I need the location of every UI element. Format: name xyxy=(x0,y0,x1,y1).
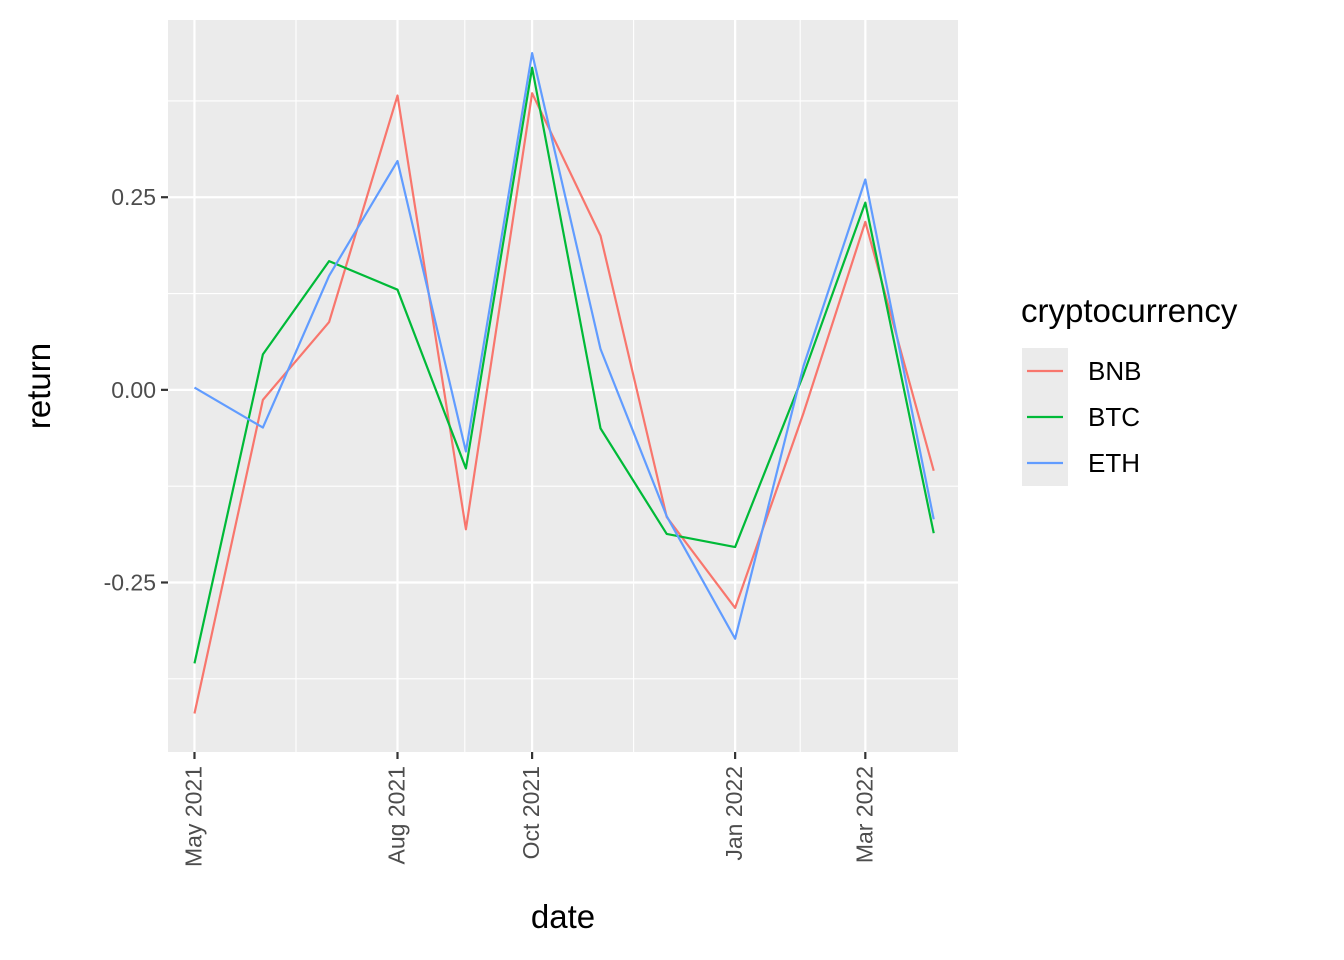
y-tick-label: 0.25 xyxy=(111,184,156,210)
x-axis: May 2021 Aug 2021 Oct 2021 Jan 2022 Mar 2022 xyxy=(180,752,877,867)
x-tick-label: Aug 2021 xyxy=(383,766,409,864)
series-line-eth xyxy=(193,52,935,640)
x-tick-label: Mar 2022 xyxy=(851,766,877,863)
y-axis: 0.25 0.00 -0.25 xyxy=(104,184,168,595)
series-lines xyxy=(193,52,935,714)
minor-gridlines xyxy=(168,20,958,752)
major-gridlines xyxy=(168,20,958,752)
y-axis-title: return xyxy=(20,343,57,429)
x-tick-label: Jan 2022 xyxy=(721,766,747,861)
legend-label-eth: ETH xyxy=(1088,448,1140,478)
y-tick-label: 0.00 xyxy=(111,377,156,403)
legend-label-btc: BTC xyxy=(1088,402,1140,432)
x-axis-title: date xyxy=(531,898,595,935)
y-tick-label: -0.25 xyxy=(104,569,156,595)
x-tick-label: May 2021 xyxy=(180,766,206,867)
legend-title: cryptocurrency xyxy=(1021,292,1238,329)
legend-items: BNB BTC ETH xyxy=(1022,348,1141,486)
series-line-btc xyxy=(193,66,935,664)
legend-label-bnb: BNB xyxy=(1088,356,1141,386)
x-tick-label: Oct 2021 xyxy=(518,766,544,859)
series-line-bnb xyxy=(193,92,935,714)
plot-panel xyxy=(168,20,958,752)
legend: cryptocurrency BNB BTC ETH xyxy=(1021,292,1238,486)
